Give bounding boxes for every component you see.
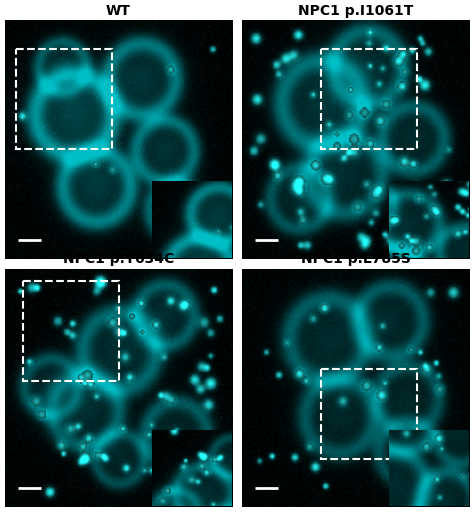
Text: WT: WT [106, 4, 131, 18]
Text: NPC1 p.Y634C: NPC1 p.Y634C [63, 252, 174, 266]
Text: NPC1 p.L785S: NPC1 p.L785S [301, 252, 410, 266]
Bar [16, 49, 112, 149]
Bar [23, 281, 118, 381]
Bar [321, 49, 417, 149]
Bar [321, 369, 417, 459]
Text: NPC1 p.I1061T: NPC1 p.I1061T [298, 4, 413, 18]
